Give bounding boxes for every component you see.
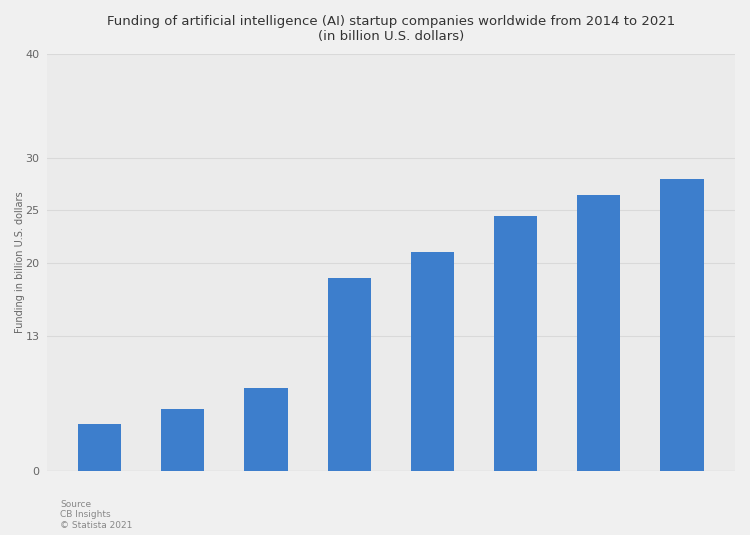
Title: Funding of artificial intelligence (AI) startup companies worldwide from 2014 to: Funding of artificial intelligence (AI) … bbox=[106, 15, 675, 43]
Bar bbox=[244, 388, 287, 471]
Y-axis label: Funding in billion U.S. dollars: Funding in billion U.S. dollars bbox=[15, 192, 25, 333]
Bar bbox=[494, 216, 537, 471]
Bar bbox=[161, 409, 205, 471]
Bar bbox=[328, 278, 370, 471]
Bar bbox=[78, 424, 122, 471]
Bar bbox=[661, 179, 704, 471]
Text: Source
CB Insights
© Statista 2021: Source CB Insights © Statista 2021 bbox=[60, 500, 132, 530]
Bar bbox=[411, 252, 454, 471]
Bar bbox=[578, 195, 620, 471]
